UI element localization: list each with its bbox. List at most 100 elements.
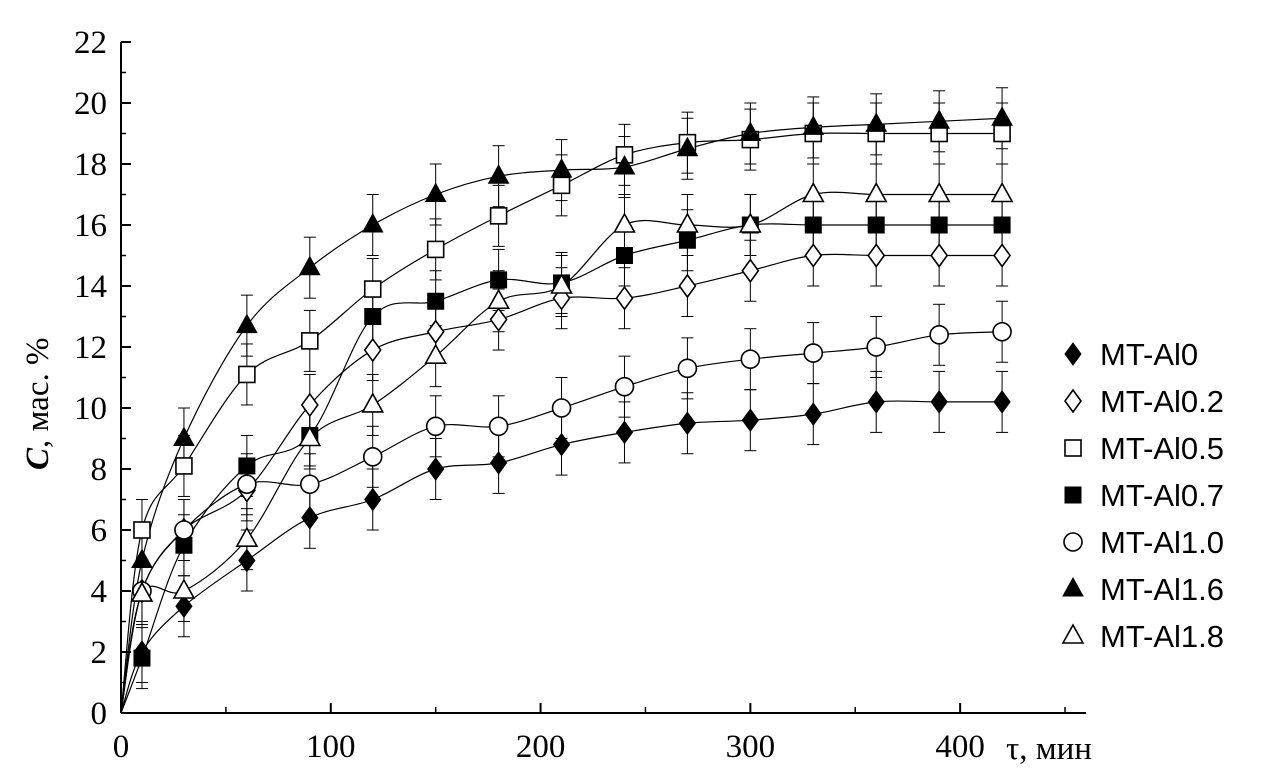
- x-axis-title: τ, мин: [1006, 731, 1092, 767]
- data-point: [867, 243, 886, 268]
- data-point: [614, 376, 635, 397]
- data-point: [802, 115, 825, 135]
- y-tick-label: 0: [91, 696, 108, 732]
- data-markers: [130, 106, 1014, 667]
- data-point: [175, 457, 193, 475]
- data-point: [740, 349, 761, 370]
- legend-marker: [1064, 342, 1082, 366]
- data-point: [426, 319, 445, 345]
- data-point: [362, 446, 383, 467]
- data-point: [300, 392, 319, 418]
- x-tick-label: 200: [516, 729, 566, 765]
- data-point: [677, 358, 698, 379]
- data-point: [237, 474, 257, 495]
- data-point: [363, 337, 382, 363]
- data-point: [867, 216, 885, 234]
- data-point: [993, 390, 1011, 414]
- data-point: [864, 181, 888, 203]
- x-tick-label: 0: [113, 729, 130, 765]
- y-tick-label: 18: [74, 147, 107, 183]
- data-point: [930, 216, 948, 234]
- data-point: [993, 216, 1011, 234]
- data-point: [488, 416, 509, 437]
- x-tick-label: 400: [935, 729, 985, 765]
- x-tick-label: 300: [726, 729, 776, 765]
- legend-label: MT-Al0: [1100, 337, 1198, 372]
- data-point: [678, 273, 697, 299]
- axes: 0 2 4 6 8 10 12 14 16 18 20 22 0 100 200 300 400: [74, 25, 1086, 765]
- y-axis-title: C, мас. %: [20, 338, 56, 470]
- data-point: [490, 271, 508, 289]
- data-point: [990, 181, 1014, 203]
- data-point: [741, 258, 760, 284]
- data-point: [992, 321, 1012, 342]
- data-point: [551, 398, 572, 418]
- data-point: [803, 343, 824, 363]
- y-tick-label: 8: [91, 452, 108, 488]
- data-point: [172, 578, 196, 599]
- data-point: [676, 212, 699, 233]
- data-point: [427, 292, 445, 310]
- y-tick-label: 2: [91, 635, 108, 671]
- data-point: [801, 181, 825, 203]
- data-point: [867, 390, 885, 414]
- data-point: [615, 285, 634, 311]
- data-point: [738, 212, 762, 233]
- legend-marker: [1064, 439, 1082, 457]
- data-point: [425, 416, 446, 437]
- legend-marker: [1063, 532, 1083, 552]
- data-point: [930, 390, 948, 414]
- data-point: [361, 212, 384, 233]
- y-tick-label: 20: [74, 86, 107, 122]
- data-point: [424, 182, 447, 202]
- data-point: [676, 136, 699, 157]
- data-point: [550, 273, 573, 294]
- data-point: [361, 392, 385, 413]
- data-point: [238, 365, 256, 384]
- data-point: [238, 548, 256, 573]
- data-point: [927, 181, 951, 203]
- y-tick-label: 12: [74, 330, 107, 366]
- data-point: [235, 526, 259, 547]
- data-point: [487, 164, 510, 184]
- data-point: [993, 124, 1011, 143]
- y-axis-title-unit: , мас. %: [20, 338, 56, 448]
- data-point: [298, 425, 322, 447]
- data-point: [364, 308, 382, 325]
- legend-marker: [1064, 388, 1082, 414]
- data-point: [615, 247, 633, 264]
- data-point: [993, 243, 1012, 268]
- data-point: [130, 581, 154, 602]
- legend-label: MT-Al0.2: [1100, 384, 1224, 419]
- data-point: [300, 474, 320, 495]
- legend-marker: [1062, 576, 1084, 597]
- data-point: [615, 420, 634, 445]
- legend: MT-Al0 MT-Al0.2 MT-Al0.5 MT-Al0.7 MT-Al1.0 MT…: [1061, 337, 1224, 654]
- data-point: [175, 594, 193, 619]
- y-tick-label: 14: [74, 269, 107, 305]
- data-point: [804, 216, 822, 234]
- data-point: [804, 243, 823, 268]
- data-point: [550, 158, 573, 178]
- data-point: [866, 337, 887, 357]
- data-point: [364, 487, 382, 512]
- data-point: [865, 112, 888, 132]
- legend-label: MT-Al0.5: [1100, 431, 1224, 466]
- data-point: [487, 288, 510, 310]
- legend-label: MT-Al0.7: [1100, 478, 1224, 513]
- data-point: [991, 106, 1013, 126]
- data-point: [424, 343, 448, 364]
- data-point: [804, 402, 822, 426]
- y-tick-label: 4: [91, 574, 108, 610]
- legend-label: MT-Al1.0: [1100, 525, 1224, 560]
- y-tick-label: 6: [91, 513, 108, 549]
- error-bars: [135, 87, 1009, 690]
- data-point: [552, 432, 571, 457]
- data-point: [131, 548, 153, 568]
- data-point: [301, 332, 319, 350]
- data-point: [613, 212, 636, 233]
- data-point: [678, 411, 697, 436]
- data-point: [298, 255, 321, 276]
- x-tick-label: 100: [306, 729, 356, 765]
